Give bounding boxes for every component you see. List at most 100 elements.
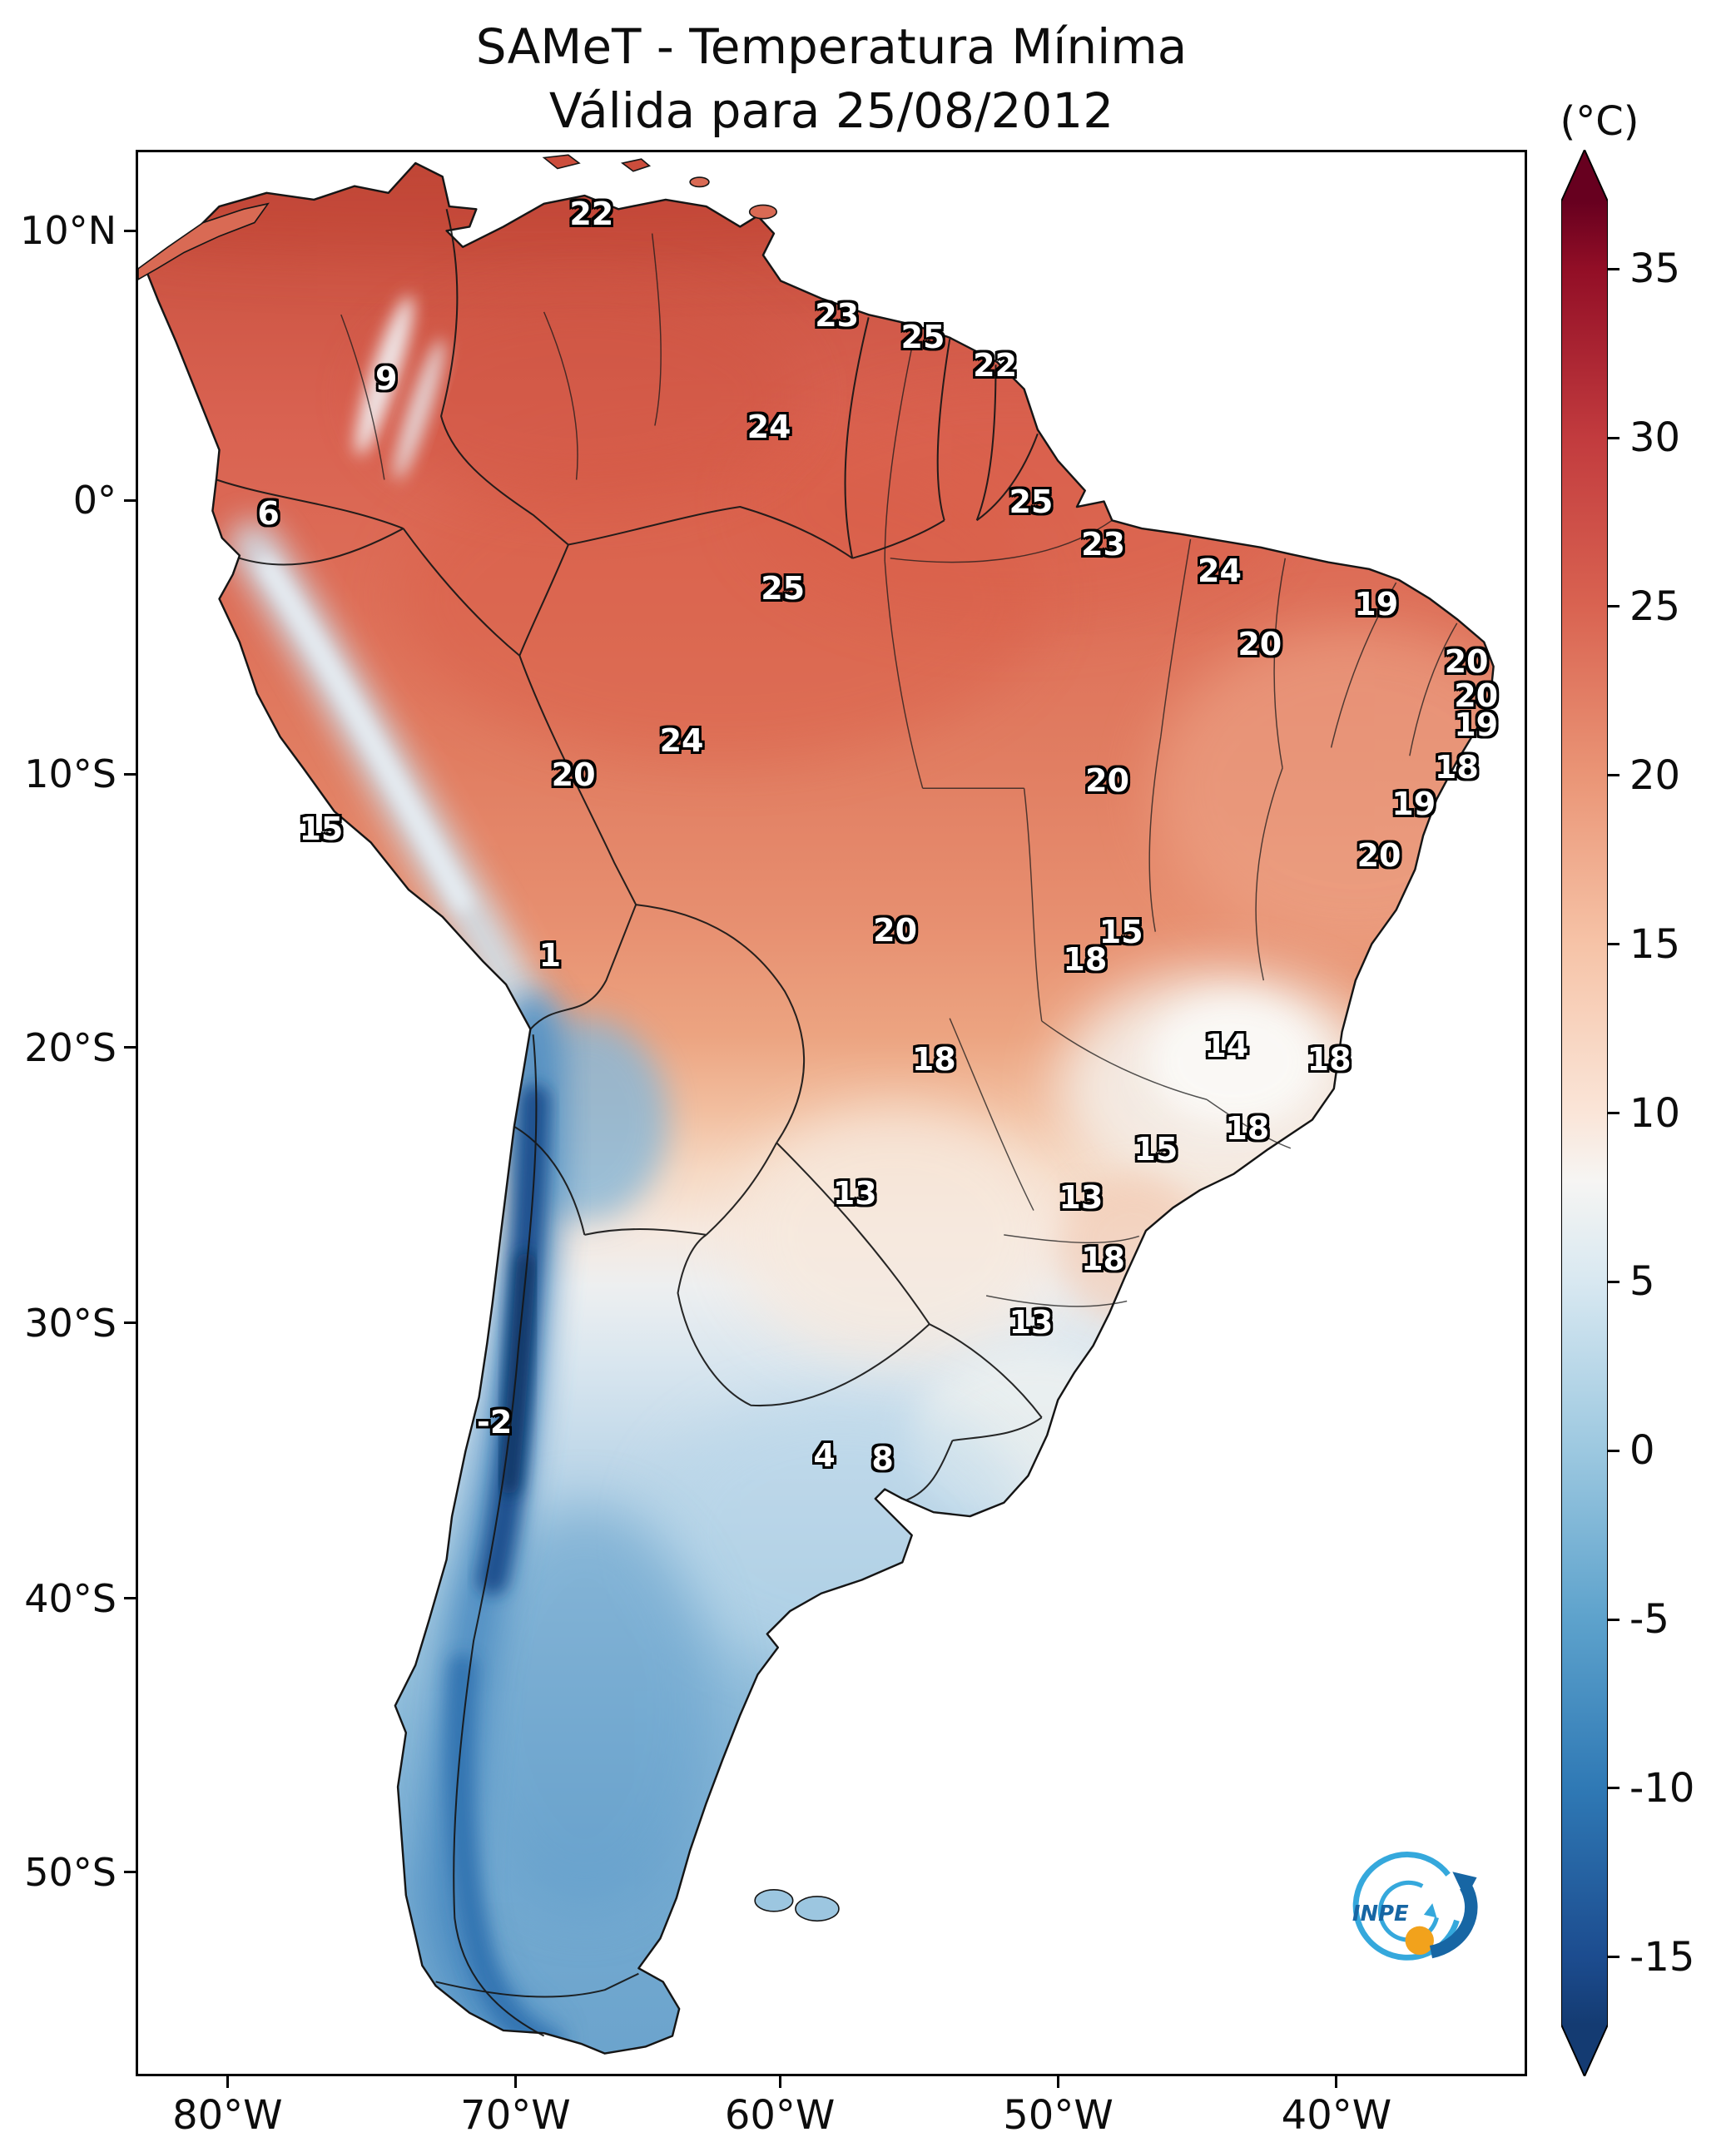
- colorbar-tick: [1608, 1280, 1619, 1283]
- temperature-label: 13: [1009, 1304, 1054, 1341]
- temperature-label: 18: [1434, 748, 1479, 786]
- temperature-label: 19: [1354, 585, 1399, 622]
- colorbar-body: [1561, 150, 1608, 2076]
- axis-tick: [124, 229, 136, 232]
- temp-label-layer: 22 23 25 22 24 9 6 25 23 24 25 19 20 20 20 19 18 24 20 20 19…: [138, 152, 1525, 2074]
- axis-tick: [1057, 2076, 1060, 2088]
- colorbar-tick: [1608, 1112, 1619, 1114]
- logo-text: INPE: [1352, 1902, 1409, 1926]
- axis-tick: [124, 1321, 136, 1325]
- temperature-label: 24: [1198, 553, 1242, 590]
- latitude-tick-label: 50°S: [24, 1849, 117, 1895]
- figure-title: SAMeT - Temperatura Mínima: [475, 18, 1188, 75]
- colorbar: [1561, 150, 1608, 2076]
- temperature-label: 19: [1454, 707, 1499, 744]
- colorbar-tick: [1608, 436, 1619, 439]
- temperature-label: 14: [1204, 1027, 1249, 1064]
- temperature-label: 6: [257, 495, 280, 533]
- temperature-label: 25: [1009, 483, 1054, 521]
- axis-tick: [124, 1871, 136, 1874]
- longitude-tick-label: 50°W: [1003, 2092, 1114, 2139]
- colorbar-tick: [1608, 1956, 1619, 1959]
- temperature-label: 23: [1081, 526, 1125, 563]
- colorbar-tick-label: 0: [1629, 1427, 1655, 1475]
- country-borders: [216, 209, 1043, 2037]
- temperature-label: 24: [659, 721, 704, 759]
- axis-tick: [513, 2076, 517, 2088]
- colorbar-tick: [1608, 1618, 1619, 1621]
- temperature-label: 20: [551, 756, 596, 794]
- inpe-logo: INPE: [1352, 1852, 1478, 1961]
- temperature-label: -2: [477, 1404, 513, 1441]
- axis-tick: [124, 1046, 136, 1049]
- axis-tick: [778, 2076, 781, 2088]
- title-block: SAMeT - Temperatura Mínima Válida para 2…: [136, 15, 1527, 142]
- temperature-label: 24: [746, 409, 791, 446]
- logo-swirl-outer: [1352, 1852, 1460, 1961]
- latitude-tick-label: 20°S: [24, 1024, 117, 1070]
- colorbar-tick: [1608, 1787, 1619, 1790]
- temperature-label: 22: [973, 347, 1018, 384]
- islands: [138, 154, 840, 1922]
- temperature-label: 20: [1444, 642, 1489, 680]
- temperature-label: 25: [900, 318, 945, 355]
- figure-subtitle-date: Válida para 25/08/2012: [548, 82, 1114, 139]
- logo-orange-dot: [1405, 1926, 1434, 1956]
- colorbar-tick-label: 20: [1629, 751, 1681, 799]
- temperature-label: 20: [1357, 837, 1401, 875]
- temperature-label: 22: [569, 195, 614, 232]
- temperature-label: 1: [538, 937, 562, 974]
- temperature-label: 4: [813, 1436, 836, 1474]
- temperature-label: 18: [1081, 1240, 1125, 1277]
- temperature-label: 15: [1133, 1131, 1178, 1168]
- colorbar-tick-label: -15: [1629, 1933, 1695, 1981]
- latitude-axis: 10°N 0° 10°S 20°S 30°S 40°S 50°S: [0, 150, 122, 2076]
- temperature-label: 23: [815, 297, 860, 335]
- colorbar-tick-label: 5: [1629, 1258, 1655, 1306]
- longitude-tick-label: 60°W: [724, 2092, 836, 2139]
- longitude-tick-label: 40°W: [1281, 2092, 1392, 2139]
- south-america-map: [138, 154, 1495, 2055]
- temperature-label: 20: [873, 912, 918, 950]
- temperature-label: 25: [761, 570, 806, 607]
- temperature-label: 13: [832, 1175, 877, 1212]
- logo-swirl-arrowhead: [1423, 1903, 1437, 1918]
- temperature-label: 15: [299, 810, 344, 847]
- longitude-tick-label: 70°W: [460, 2092, 571, 2139]
- axis-tick: [226, 2076, 229, 2088]
- colorbar-unit-label: (°C): [1560, 98, 1639, 145]
- temperature-label: 8: [871, 1440, 894, 1478]
- longitude-axis: 80°W 70°W 60°W 50°W 40°W: [136, 2087, 1527, 2145]
- temperature-label: 18: [1063, 940, 1108, 978]
- temperature-label: 13: [1059, 1179, 1104, 1217]
- colorbar-tick: [1608, 774, 1619, 777]
- temperature-label: 19: [1391, 785, 1436, 822]
- colorbar-tick: [1608, 1449, 1619, 1452]
- axis-tick: [124, 498, 136, 502]
- temperature-label: 20: [1238, 626, 1282, 663]
- temperature-label: 15: [1099, 914, 1143, 951]
- logo-arrow-head: [1452, 1872, 1477, 1899]
- colorbar-tick: [1608, 267, 1619, 270]
- latitude-tick-label: 10°S: [24, 751, 117, 797]
- latitude-tick-label: 40°S: [24, 1575, 117, 1621]
- latitude-tick-label: 30°S: [24, 1300, 117, 1346]
- latitude-tick-label: 10°N: [20, 208, 117, 254]
- temperature-label: 18: [911, 1040, 956, 1078]
- longitude-tick-label: 80°W: [172, 2092, 283, 2139]
- temperature-label: 18: [1225, 1109, 1270, 1147]
- axis-tick: [1335, 2076, 1338, 2088]
- axis-tick: [124, 1597, 136, 1600]
- state-borders: [340, 233, 1458, 1307]
- logo-arrow-arc: [1429, 1882, 1478, 1959]
- colorbar-tick-label: 25: [1629, 583, 1681, 630]
- temperature-label: 20: [1085, 762, 1129, 800]
- temperature-label: 18: [1307, 1040, 1352, 1078]
- latitude-tick-label: 0°: [72, 478, 117, 523]
- colorbar-tick-label: -5: [1629, 1596, 1669, 1644]
- colorbar-tick-label: -10: [1629, 1764, 1695, 1812]
- colorbar-tick: [1608, 605, 1619, 608]
- colorbar-tick-label: 30: [1629, 414, 1681, 462]
- temperature-label: 9: [374, 360, 398, 398]
- colorbar-tick-label: 35: [1629, 245, 1681, 293]
